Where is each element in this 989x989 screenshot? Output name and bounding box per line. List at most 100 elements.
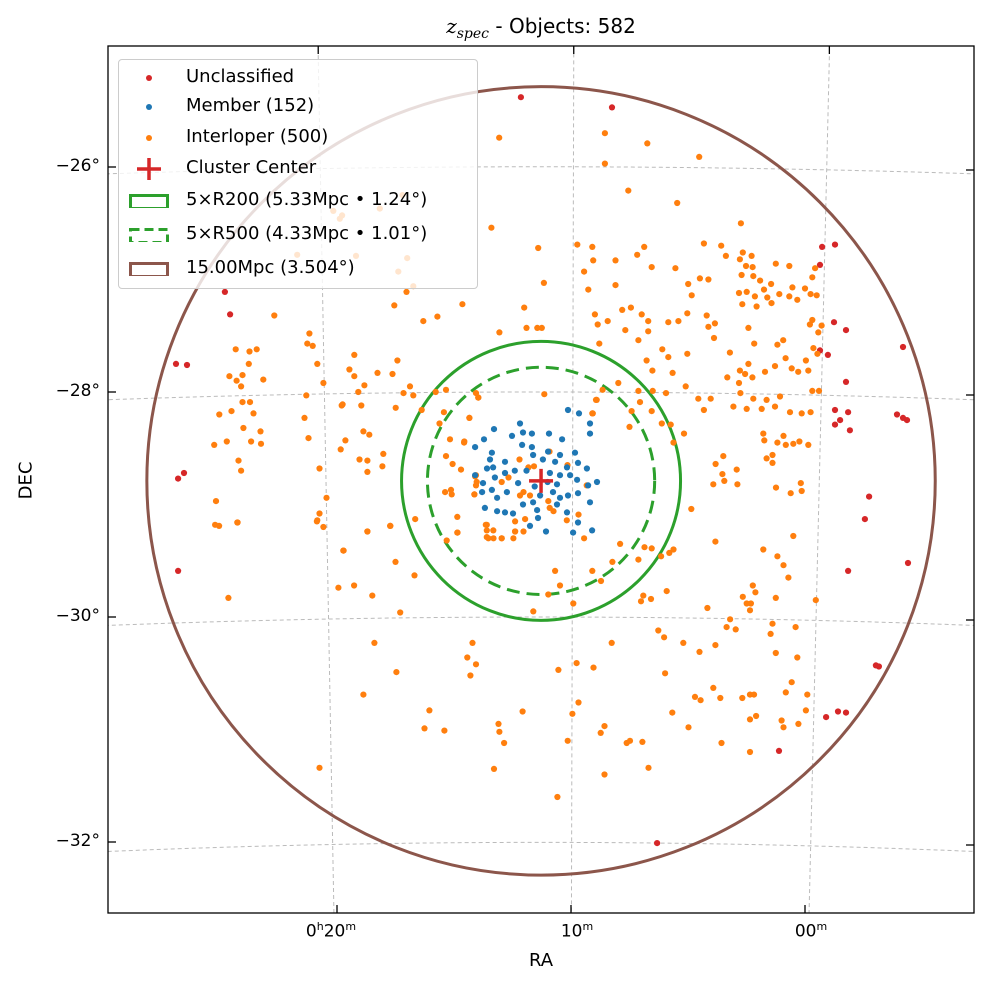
dec-grid-line	[108, 616, 974, 626]
dec-grid-line	[108, 391, 974, 401]
interloper-point	[700, 406, 708, 414]
interloper-point	[665, 319, 672, 326]
interloper-point	[661, 634, 668, 641]
member-point	[472, 472, 479, 479]
interloper-point	[636, 399, 644, 406]
interloper-point	[670, 546, 677, 553]
interloper-point	[737, 220, 745, 227]
interloper-point	[216, 522, 223, 530]
member-point	[501, 458, 509, 465]
interloper-point	[769, 620, 776, 627]
interloper-point	[750, 395, 757, 402]
interloper-point	[581, 535, 588, 542]
member-point	[523, 467, 530, 474]
interloper-point	[645, 328, 652, 335]
interloper-point	[739, 301, 746, 308]
interloper-point	[570, 600, 577, 607]
interloper-point	[335, 584, 342, 591]
unclassified-point	[221, 288, 228, 295]
interloper-point	[389, 370, 396, 378]
interloper-point	[761, 368, 769, 375]
interloper-point	[392, 404, 399, 411]
member-point	[593, 478, 601, 486]
interloper-point	[387, 522, 394, 530]
interloper-point	[782, 355, 789, 362]
interloper-point	[601, 723, 608, 730]
interloper-point	[597, 729, 604, 737]
member-point	[570, 529, 577, 536]
interloper-point	[768, 280, 775, 288]
interloper-point	[392, 558, 399, 566]
member-point	[571, 449, 579, 456]
interloper-point	[511, 528, 519, 535]
interloper-point	[763, 396, 770, 403]
interloper-point	[750, 691, 758, 698]
interloper-point	[320, 523, 327, 531]
interloper-point	[667, 421, 674, 428]
interloper-point	[475, 394, 482, 401]
interloper-point	[590, 257, 597, 264]
interloper-point	[669, 369, 676, 376]
interloper-point	[674, 199, 681, 207]
legend-item-interloper: Interloper (500)	[119, 123, 477, 153]
interloper-point	[246, 348, 253, 355]
interloper-point	[735, 289, 743, 297]
interloper-point	[665, 354, 672, 361]
interloper-point	[815, 387, 823, 394]
interloper-point	[684, 310, 691, 317]
member-point	[501, 469, 509, 477]
interloper-point	[790, 532, 797, 540]
interloper-point	[355, 388, 362, 396]
interloper-point	[554, 793, 561, 801]
interloper-point	[641, 544, 648, 551]
interloper-point	[223, 438, 230, 445]
interloper-point	[490, 765, 498, 773]
interloper-point	[522, 516, 529, 523]
interloper-point	[780, 724, 787, 731]
radius-circles	[145, 85, 937, 877]
interloper-point	[769, 459, 776, 466]
interloper-point	[688, 292, 695, 299]
interloper-point	[663, 588, 670, 595]
member-point	[472, 444, 479, 451]
ra-grid-line	[808, 46, 831, 913]
legend-item-unclassified: Unclassified	[119, 63, 477, 93]
unclassified-point	[608, 104, 616, 111]
interloper-point	[403, 288, 410, 295]
interloper-point	[564, 737, 571, 744]
interloper-point	[530, 608, 537, 615]
interloper-point	[364, 457, 371, 464]
unclassified-point	[837, 417, 844, 424]
interloper-point	[796, 438, 803, 445]
interloper-point	[441, 727, 448, 734]
interloper-point	[364, 468, 371, 475]
interloper-point	[639, 738, 646, 746]
interloper-point	[730, 403, 737, 410]
tick-unit: m	[582, 920, 594, 933]
interloper-point	[818, 322, 825, 329]
interloper-point	[469, 639, 476, 647]
member-point	[574, 490, 582, 497]
interloper-point	[809, 274, 816, 281]
interloper-point	[795, 720, 802, 728]
interloper-point	[464, 654, 471, 661]
interloper-point	[467, 672, 474, 679]
interloper-point	[745, 324, 752, 331]
interloper-point	[786, 293, 793, 300]
interloper-point	[807, 409, 814, 416]
interloper-point	[212, 498, 220, 505]
interloper-point	[640, 592, 647, 599]
unclassified-point	[842, 709, 850, 716]
unclassified-point	[180, 469, 188, 477]
interloper-point	[659, 346, 666, 353]
interloper-point	[798, 410, 805, 417]
unclassified-point	[175, 475, 182, 482]
interloper-point	[534, 324, 541, 331]
member-point	[542, 528, 550, 535]
interloper-point	[498, 535, 505, 542]
interloper-point	[473, 478, 480, 486]
interloper-point	[498, 478, 505, 486]
interloper-point	[510, 535, 517, 542]
interloper-point	[338, 402, 345, 409]
interloper-point	[239, 399, 246, 406]
